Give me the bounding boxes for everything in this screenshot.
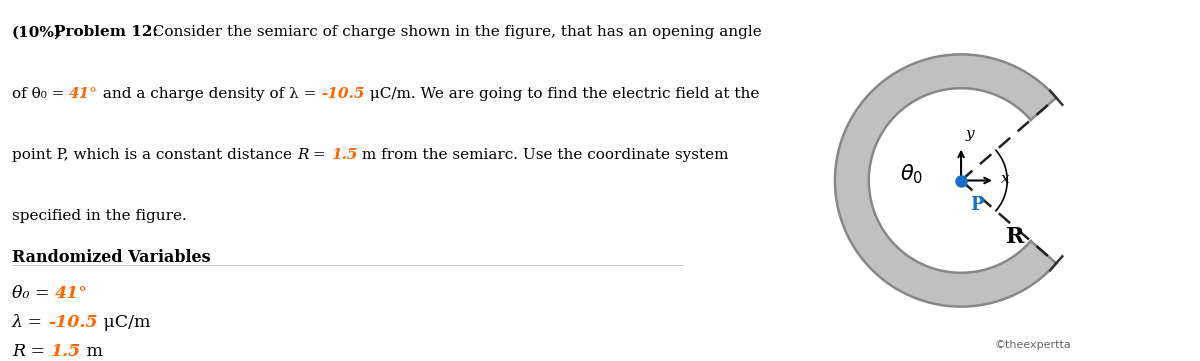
- Text: R: R: [12, 343, 25, 360]
- Text: Randomized Variables: Randomized Variables: [12, 249, 211, 266]
- Text: μC/m: μC/m: [98, 314, 151, 331]
- Text: m: m: [82, 343, 103, 360]
- Text: P: P: [971, 196, 984, 214]
- Text: μC/m. We are going to find the electric field at the: μC/m. We are going to find the electric …: [365, 87, 760, 101]
- Text: (10%): (10%): [12, 25, 62, 39]
- Text: =: =: [25, 343, 50, 360]
- Text: -10.5: -10.5: [48, 314, 98, 331]
- Text: R: R: [1006, 226, 1024, 248]
- Text: 41°: 41°: [55, 285, 88, 302]
- Text: λ =: λ =: [12, 314, 48, 331]
- Text: 41°: 41°: [70, 87, 98, 101]
- Text: point P, which is a constant distance: point P, which is a constant distance: [12, 148, 296, 162]
- Text: 1.5: 1.5: [331, 148, 358, 162]
- Text: 1.5: 1.5: [50, 343, 82, 360]
- Text: specified in the figure.: specified in the figure.: [12, 209, 187, 223]
- Text: and a charge density of λ =: and a charge density of λ =: [98, 87, 322, 101]
- Text: =: =: [308, 148, 331, 162]
- Text: Problem 12:: Problem 12:: [54, 25, 157, 39]
- Text: ©theexpertta: ©theexpertta: [995, 340, 1072, 350]
- Text: of θ₀ =: of θ₀ =: [12, 87, 70, 101]
- Text: y: y: [966, 126, 974, 140]
- Text: -10.5: -10.5: [322, 87, 365, 101]
- Text: m from the semiarc. Use the coordinate system: m from the semiarc. Use the coordinate s…: [358, 148, 728, 162]
- Text: θ₀ =: θ₀ =: [12, 285, 55, 302]
- Text: x: x: [1001, 172, 1009, 186]
- Polygon shape: [835, 55, 1056, 306]
- Text: R: R: [296, 148, 308, 162]
- Text: $\theta_0$: $\theta_0$: [900, 162, 924, 186]
- Text: Consider the semiarc of charge shown in the figure, that has an opening angle: Consider the semiarc of charge shown in …: [143, 25, 762, 39]
